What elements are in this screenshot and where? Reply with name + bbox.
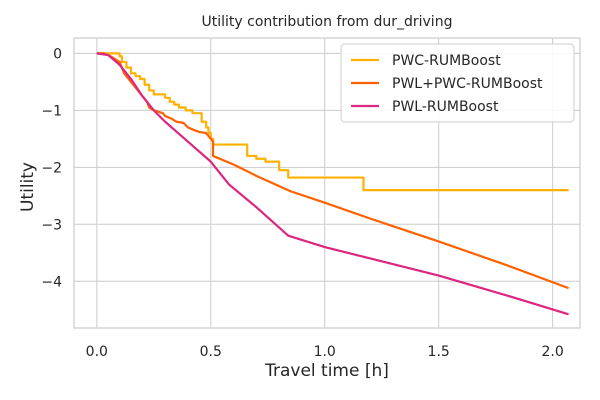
y-tick-label: −4 xyxy=(41,274,62,290)
y-tick-label: −3 xyxy=(41,217,62,233)
x-tick-label: 0.0 xyxy=(86,344,108,360)
legend-label: PWL-RUMBoost xyxy=(392,99,499,115)
x-tick-label: 1.0 xyxy=(314,344,336,360)
legend: PWC-RUMBoost PWL+PWC-RUMBoost PWL-RUMBoost xyxy=(340,43,575,123)
y-tick-label: 0 xyxy=(53,46,62,62)
legend-label: PWL+PWC-RUMBoost xyxy=(392,76,543,92)
y-tick-label: −1 xyxy=(41,103,62,119)
x-axis-label: Travel time [h] xyxy=(265,361,389,381)
y-axis-label: Utility xyxy=(18,161,38,213)
series-line-pwc-rumboost xyxy=(96,52,569,192)
chart-title: Utility contribution from dur_driving xyxy=(201,14,453,30)
axes-frame xyxy=(73,37,581,329)
plot-frame xyxy=(73,37,581,329)
legend-box xyxy=(340,43,575,123)
series-line-pwl-pwc-rumboost xyxy=(96,52,569,290)
legend-label: PWC-RUMBoost xyxy=(392,53,501,69)
tick-labels: 0.0 0.5 1.0 1.5 2.0 0 −1 −2 −3 −4 xyxy=(41,46,563,360)
x-tick-label: 1.5 xyxy=(428,344,450,360)
y-tick-label: −2 xyxy=(41,160,62,176)
series-lines xyxy=(96,52,569,316)
series-line-pwl-rumboost xyxy=(96,52,569,316)
x-tick-label: 2.0 xyxy=(542,344,564,360)
x-tick-label: 0.5 xyxy=(200,344,222,360)
